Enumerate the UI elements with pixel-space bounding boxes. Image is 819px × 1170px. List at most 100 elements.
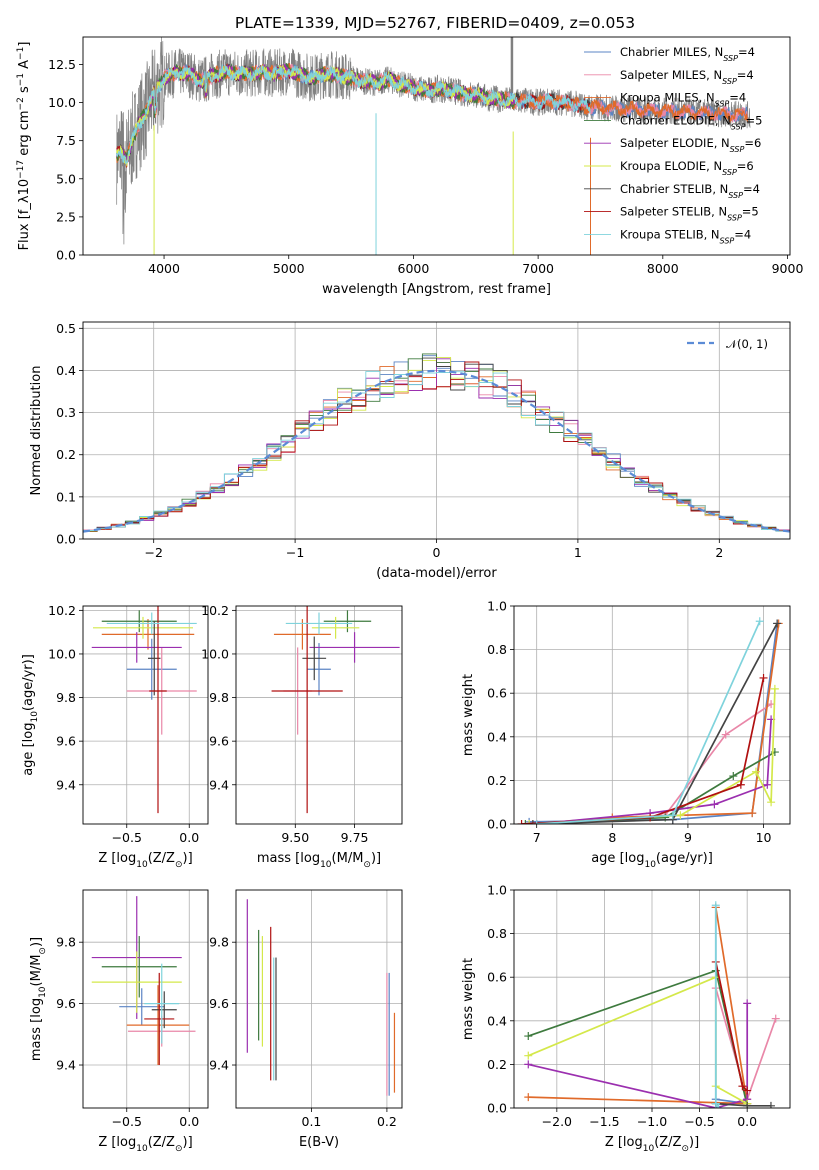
x-tick-label: −1.5 (589, 1114, 619, 1129)
errorbar-kroupa-elodie (93, 616, 193, 639)
weight-line-kroupa-elodie (529, 688, 776, 824)
weight-marker-kroupa-elodie (770, 684, 779, 693)
y-axis-label: Normed distribution (29, 366, 44, 496)
errorbar-chabrier-miles (307, 643, 331, 696)
y-tick-label: 9.6 (56, 996, 76, 1011)
x-tick-label: −0.5 (112, 1114, 142, 1129)
axes-frame (82, 889, 209, 1109)
errorbar-kroupa-miles (101, 619, 195, 650)
axes-residuals: −2 −1 0 1 2 0.0 0.1 0.2 0.3 0.4 0.5 (data-model)/er… (29, 321, 791, 581)
weight-line-kroupa-miles (528, 907, 749, 1105)
y-tick-label: 9.4 (56, 777, 76, 792)
y-tick-label: 9.6 (56, 734, 76, 749)
errorbar-kroupa-miles (126, 985, 190, 1066)
x-axis-label: mass [log10(M/M⊙)] (257, 851, 381, 870)
weight-line-kroupa-stelib (536, 620, 761, 824)
weight-plot (517, 617, 783, 824)
y-tick-label: 0.6 (487, 686, 507, 701)
errorbar-kroupa-stelib (285, 612, 353, 635)
weight-marker-chabrier-stelib (743, 1101, 752, 1108)
x-tick-label: 9.50 (281, 830, 309, 845)
axes-frame (235, 605, 403, 825)
y-tick-label: 9.4 (209, 1058, 229, 1073)
weight-marker-kroupa-elodie (676, 811, 685, 820)
weight-line-chabrier-miles (529, 623, 778, 823)
y-tick-label: 9.4 (56, 1058, 76, 1073)
axes-age_vs_Z: −0.5 0.0 9.4 9.6 9.8 10.0 10.2 Z [log10(Z/Z⊙)] a… (21, 603, 209, 870)
weight-marker-chabrier-elodie (521, 820, 530, 824)
y-tick-label: 9.8 (209, 690, 229, 705)
x-tick-label: 8 (608, 830, 616, 845)
errorbar-chabrier-stelib (151, 991, 177, 1029)
y-tick-label: 1.0 (487, 599, 507, 614)
histogram-legend: 𝒩(0, 1) (687, 337, 768, 351)
errorbar-plot (246, 899, 396, 1096)
y-tick-label: 0.8 (487, 926, 507, 941)
axes-mass_vs_EBV: 0.1 0.2 9.4 9.6 9.8 E(B-V) (209, 889, 403, 1150)
legend-label: 𝒩(0, 1) (726, 337, 768, 351)
legend-label: Salpeter ELODIE, NSSP=6 (620, 136, 761, 154)
x-tick-label: 7000 (522, 261, 554, 276)
errorbar-salpeter-stelib (144, 972, 175, 1066)
x-axis-label: Z [log10(Z/Z⊙)] (605, 1135, 699, 1154)
x-tick-label: 0.0 (179, 830, 199, 845)
y-tick-label: 0.6 (487, 970, 507, 985)
errorbar-salpeter-elodie (91, 632, 182, 663)
weight-marker-chabrier-elodie (524, 1032, 533, 1041)
y-tick-label: 10.0 (201, 646, 229, 661)
weight-line-salpeter-elodie (536, 719, 772, 824)
x-tick-label: −1.0 (637, 1114, 667, 1129)
y-tick-label: 9.8 (56, 690, 76, 705)
weight-marker-kroupa-stelib (714, 1104, 723, 1108)
y-tick-label: 12.5 (48, 57, 76, 72)
errorbar-chabrier-stelib (302, 636, 327, 681)
x-tick-label: 9.75 (341, 830, 369, 845)
x-tick-label: 0.0 (179, 1114, 199, 1129)
y-tick-label: 0.0 (487, 1101, 507, 1116)
x-tick-label: 0 (433, 545, 441, 560)
axes-frame (82, 36, 791, 256)
errorbar-kroupa-elodie (311, 616, 360, 639)
y-tick-label: 0.2 (487, 1057, 507, 1072)
x-axis-label: wavelength [Angstrom, rest frame] (322, 282, 551, 297)
y-axis-label: mass weight (461, 674, 476, 756)
weight-line-salpeter-stelib (521, 677, 765, 824)
weight-marker-kroupa-stelib (711, 901, 720, 910)
errorbar-plot (271, 606, 400, 814)
x-tick-label: 1 (574, 545, 582, 560)
x-tick-label: −1 (286, 545, 304, 560)
errorbar-salpeter-elodie (309, 632, 400, 663)
x-tick-label: 6000 (398, 261, 430, 276)
errorbar-salpeter-stelib (271, 606, 343, 814)
y-tick-label: 9.8 (56, 935, 76, 950)
weight-marker-chabrier-elodie (729, 772, 738, 781)
weight-plot (524, 901, 780, 1108)
weight-line-kroupa-elodie (527, 975, 748, 1105)
x-tick-label: 0.0 (737, 1114, 757, 1129)
y-tick-label: 7.5 (56, 133, 76, 148)
weight-marker-chabrier-stelib (773, 619, 782, 628)
errorbar-chabrier-stelib (148, 621, 161, 696)
weight-marker-salpeter-stelib (743, 1086, 752, 1095)
legend-label: Chabrier ELODIE, NSSP=5 (620, 113, 762, 130)
weight-marker-chabrier-stelib (528, 820, 537, 824)
errorbar-chabrier-miles (119, 988, 165, 1026)
weight-marker-chabrier-stelib (766, 1101, 775, 1108)
errorbar-chabrier-elodie (101, 936, 177, 998)
y-tick-label: 0.4 (487, 1013, 507, 1028)
y-tick-label: 0.4 (487, 729, 507, 744)
normal-curve (83, 369, 790, 533)
x-axis-label: (data-model)/error (376, 566, 497, 581)
y-tick-label: 0.1 (56, 489, 76, 504)
weight-marker-kroupa-elodie (767, 798, 776, 807)
weight-marker-kroupa-stelib (711, 1099, 720, 1108)
weight-marker-salpeter-elodie (763, 780, 772, 789)
y-tick-label: 9.4 (209, 777, 229, 792)
weight-marker-salpeter-stelib (517, 820, 526, 824)
x-axis-label: Z [log10(Z/Z⊙)] (98, 1135, 192, 1154)
errorbar-kroupa-elodie (91, 951, 182, 1013)
x-tick-label: 5000 (273, 261, 305, 276)
y-tick-label: 2.5 (56, 209, 76, 224)
figure-title: PLATE=1339, MJD=52767, FIBERID=0409, z=0… (235, 14, 635, 32)
